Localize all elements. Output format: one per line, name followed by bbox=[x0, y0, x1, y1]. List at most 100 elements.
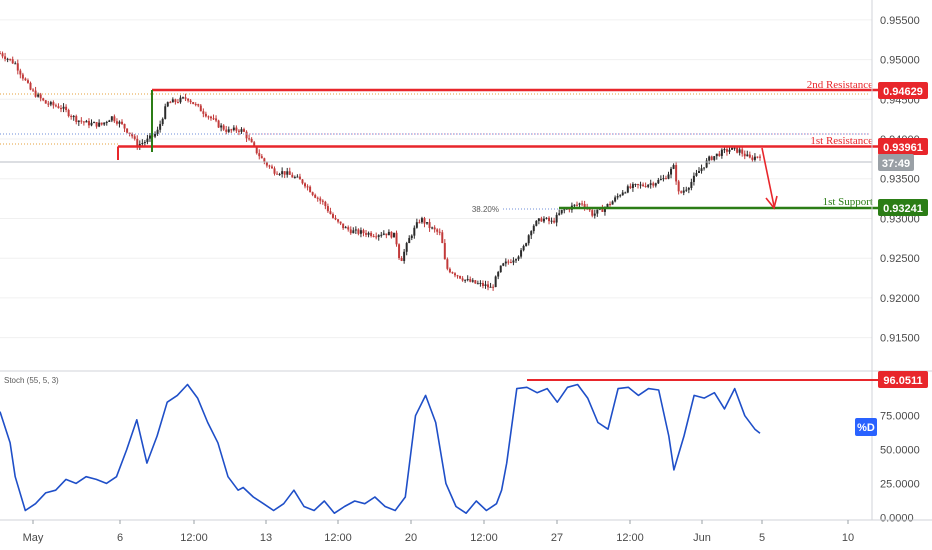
candle-body bbox=[131, 134, 134, 137]
time-tick-label: 5 bbox=[759, 532, 765, 544]
stoch-level-tag: 96.0511 bbox=[878, 371, 928, 388]
candle-body bbox=[756, 156, 759, 158]
candle-body bbox=[751, 157, 754, 160]
candle-body bbox=[581, 203, 584, 205]
countdown-tag: 37:49 bbox=[878, 154, 914, 171]
candle-body bbox=[718, 153, 721, 156]
candle-body bbox=[418, 222, 421, 224]
candle-body bbox=[433, 227, 436, 230]
candle-body bbox=[644, 185, 647, 187]
svg-text:0.93241: 0.93241 bbox=[883, 203, 923, 215]
candle-body bbox=[90, 122, 93, 126]
candle-body bbox=[634, 184, 637, 186]
candle-body bbox=[235, 127, 238, 131]
candle-body bbox=[522, 245, 525, 251]
support1-tag: 0.93241 bbox=[878, 199, 928, 216]
candle-body bbox=[164, 106, 167, 119]
candle-body bbox=[611, 201, 614, 205]
candle-body bbox=[217, 120, 220, 128]
candle-body bbox=[148, 135, 151, 139]
candle-body bbox=[100, 122, 103, 125]
candle-body bbox=[95, 122, 98, 127]
candle-body bbox=[253, 142, 256, 147]
resistance1-tag: 0.93961 bbox=[878, 138, 928, 155]
candle-body bbox=[588, 208, 591, 211]
candle-body bbox=[743, 153, 746, 157]
candle-body bbox=[42, 98, 45, 101]
candle-body bbox=[319, 198, 322, 201]
candle-body bbox=[542, 218, 545, 222]
price-tick-label: 0.95000 bbox=[880, 55, 920, 67]
candle-body bbox=[4, 56, 7, 60]
candle-body bbox=[731, 147, 734, 150]
candle-body bbox=[690, 181, 693, 189]
candle-body bbox=[667, 174, 670, 179]
candle-body bbox=[527, 235, 530, 244]
candle-body bbox=[649, 183, 652, 185]
time-tick-label: 27 bbox=[551, 532, 563, 544]
candles-layer bbox=[0, 50, 761, 291]
candle-body bbox=[29, 82, 32, 90]
candle-body bbox=[123, 123, 126, 129]
candle-body bbox=[413, 227, 416, 236]
candle-body bbox=[176, 101, 179, 103]
candle-body bbox=[108, 120, 111, 122]
candle-body bbox=[428, 222, 431, 228]
price-tick-label: 0.93000 bbox=[880, 213, 920, 225]
candle-body bbox=[687, 188, 690, 190]
candle-body bbox=[54, 105, 57, 107]
candle-body bbox=[497, 272, 500, 277]
candle-body bbox=[197, 104, 200, 106]
candle-body bbox=[34, 90, 37, 97]
candle-body bbox=[733, 147, 736, 149]
candle-body bbox=[359, 230, 362, 234]
candle-body bbox=[321, 200, 324, 202]
candle-body bbox=[105, 121, 108, 123]
candle-body bbox=[26, 80, 29, 83]
candle-body bbox=[459, 275, 462, 279]
candle-body bbox=[276, 173, 279, 175]
candle-body bbox=[243, 129, 246, 132]
candle-body bbox=[420, 218, 423, 223]
candle-body bbox=[382, 233, 385, 235]
candle-body bbox=[400, 258, 403, 261]
candle-body bbox=[502, 263, 505, 266]
time-tick-label: 20 bbox=[405, 532, 417, 544]
grid-layer bbox=[0, 19, 872, 339]
price-tick-label: 0.93500 bbox=[880, 174, 920, 186]
candle-body bbox=[347, 227, 350, 230]
candle-body bbox=[446, 259, 449, 269]
svg-text:0.93961: 0.93961 bbox=[883, 142, 923, 154]
candle-body bbox=[545, 217, 548, 219]
candle-body bbox=[80, 120, 83, 122]
candle-body bbox=[738, 149, 741, 153]
candle-body bbox=[344, 227, 347, 229]
levels-layer: 2nd Resistance 1st Resistance 1st Suppor… bbox=[0, 79, 878, 214]
stoch-axis: 75.0000 50.0000 25.0000 0.0000 bbox=[880, 411, 920, 525]
candle-body bbox=[423, 218, 426, 224]
candle-body bbox=[736, 147, 739, 153]
candle-body bbox=[387, 231, 390, 236]
candle-body bbox=[723, 149, 726, 151]
candle-body bbox=[746, 154, 749, 157]
svg-text:96.0511: 96.0511 bbox=[883, 375, 922, 387]
candle-body bbox=[431, 227, 434, 229]
candle-body bbox=[245, 131, 248, 139]
candle-body bbox=[525, 243, 528, 246]
candle-body bbox=[469, 279, 472, 282]
time-tick-label: 12:00 bbox=[180, 532, 208, 544]
candle-body bbox=[405, 243, 408, 252]
candle-body bbox=[65, 106, 68, 111]
candle-body bbox=[415, 222, 418, 228]
candle-body bbox=[288, 171, 291, 175]
candle-body bbox=[697, 171, 700, 173]
fib-label: 38.20% bbox=[472, 205, 499, 214]
candle-body bbox=[85, 120, 88, 123]
candle-body bbox=[329, 211, 332, 215]
candle-body bbox=[199, 105, 202, 112]
candle-body bbox=[143, 142, 146, 144]
candle-body bbox=[24, 78, 27, 81]
candle-body bbox=[47, 103, 50, 105]
candle-body bbox=[398, 244, 401, 259]
